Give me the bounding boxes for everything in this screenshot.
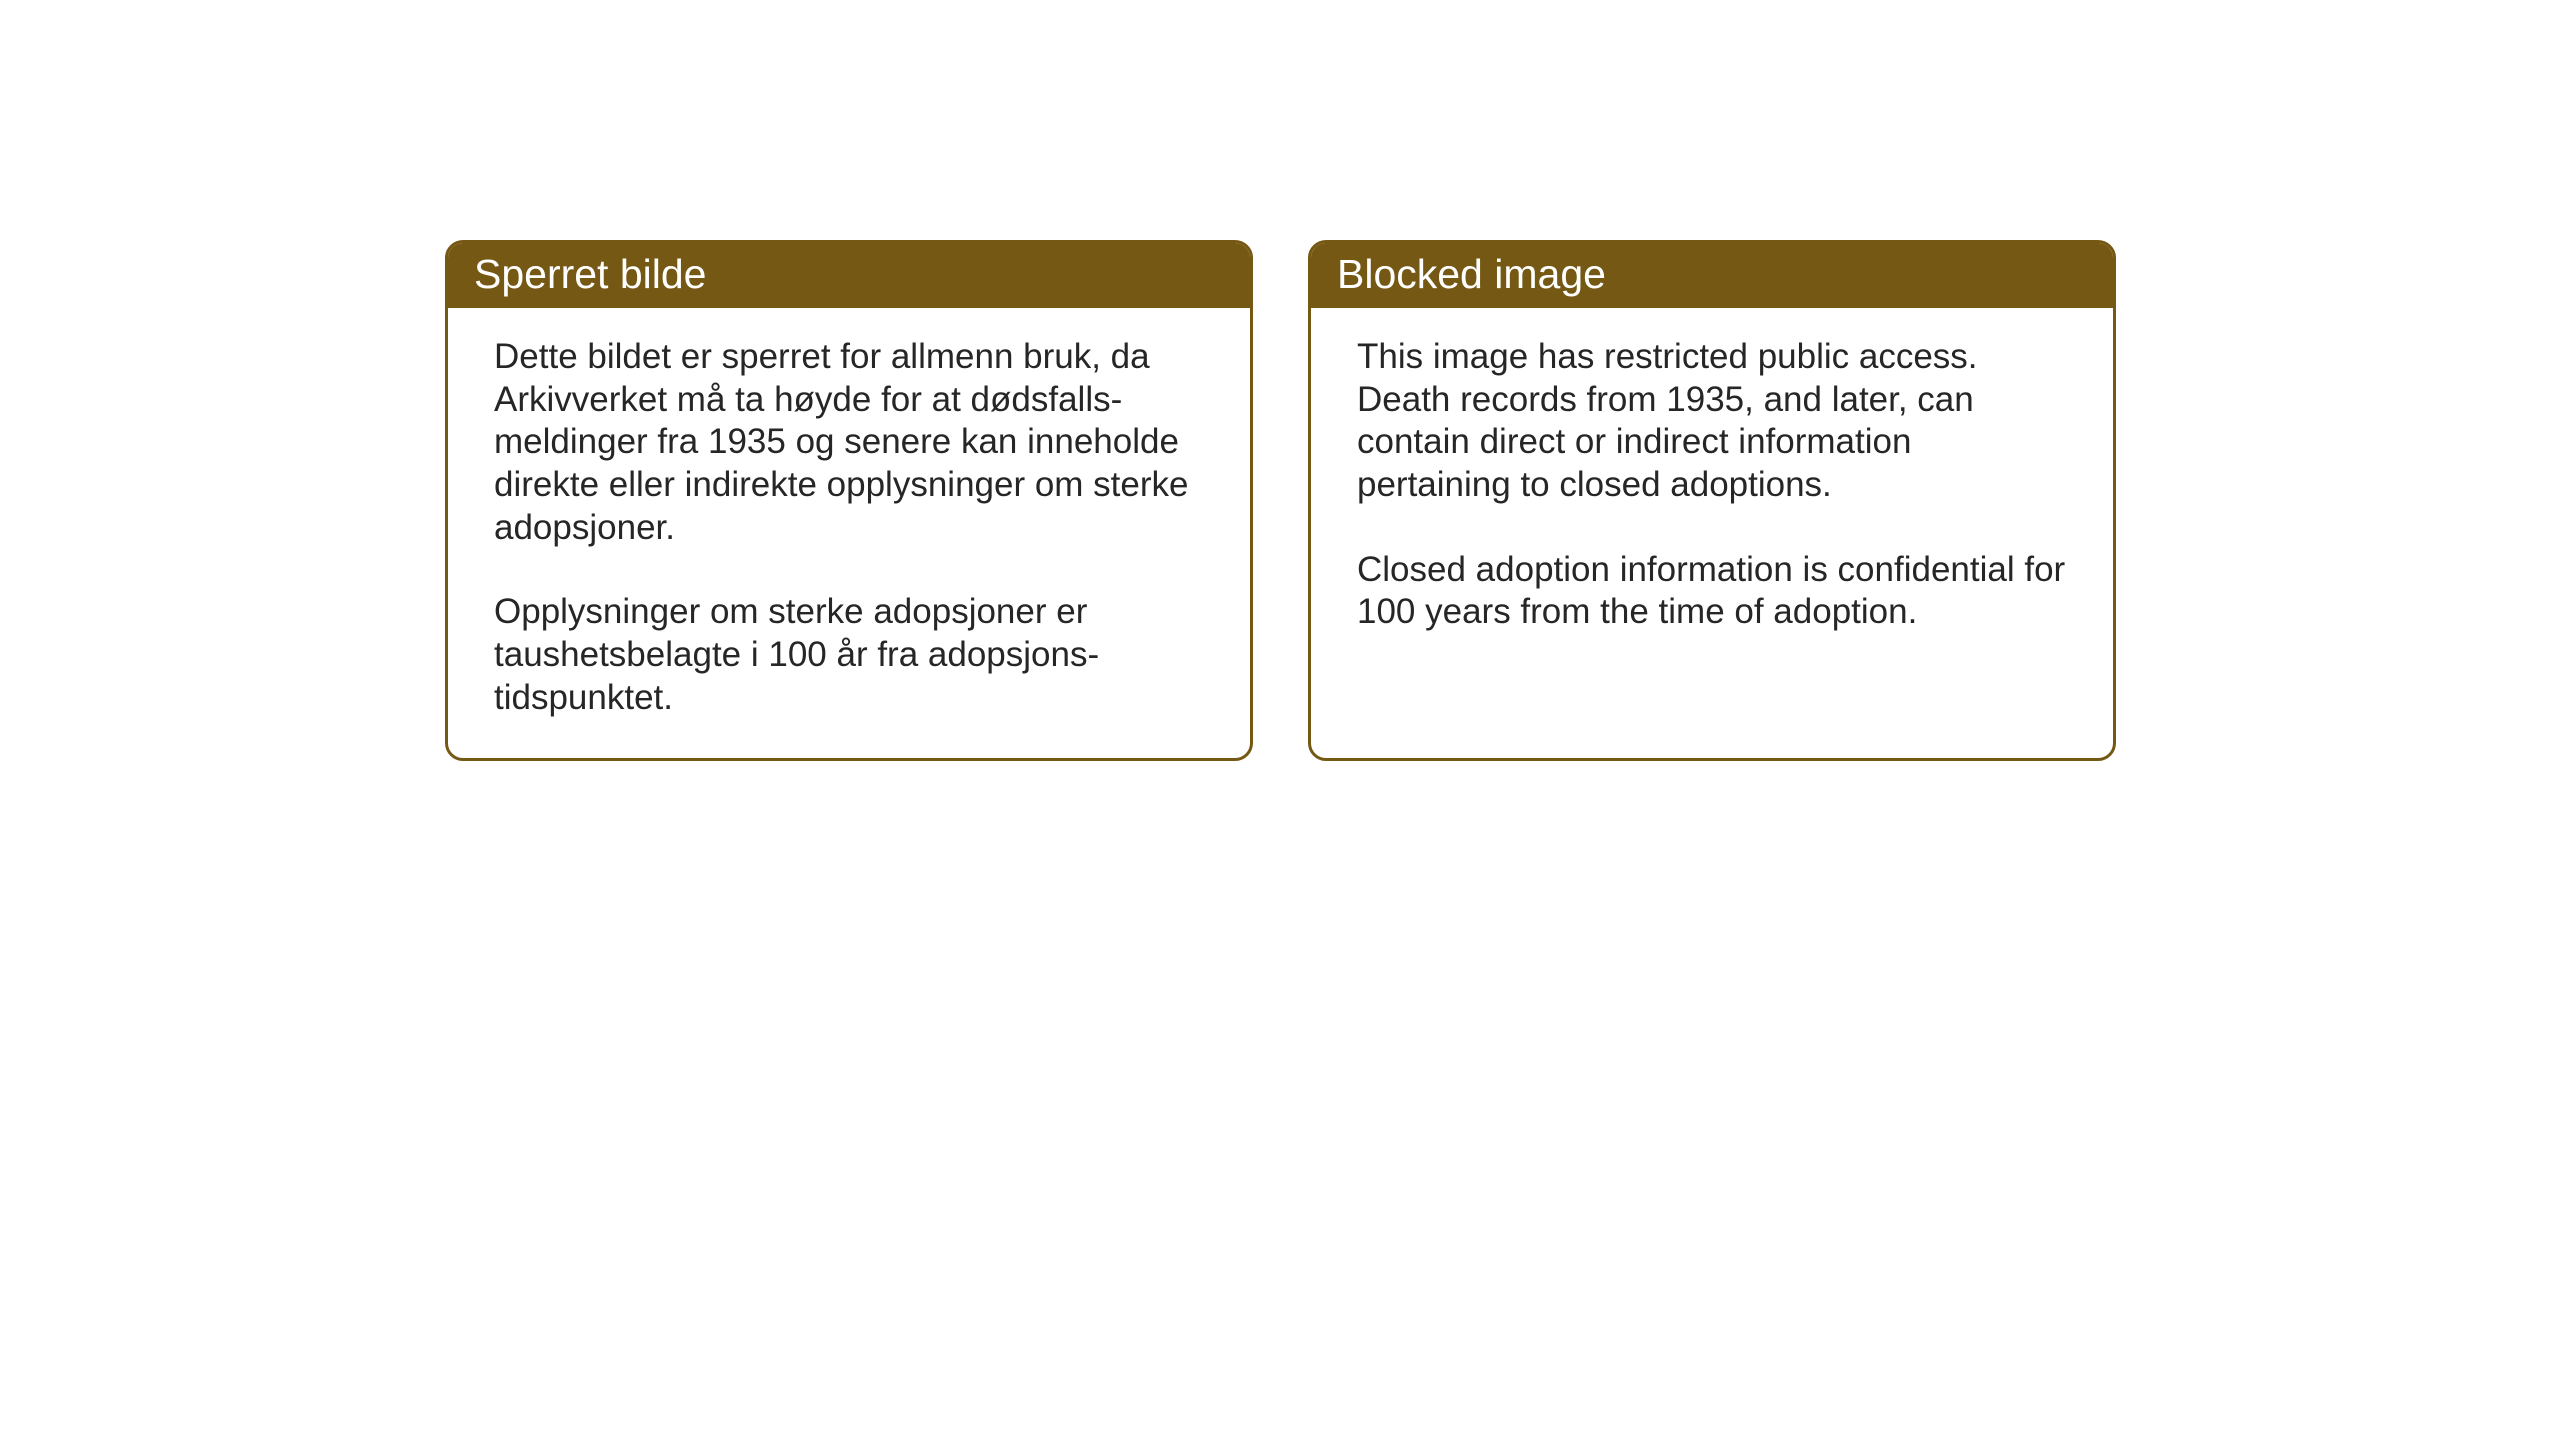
info-card-english: Blocked image This image has restricted … — [1308, 240, 2116, 761]
card-title: Sperret bilde — [474, 251, 706, 297]
card-paragraph-1: This image has restricted public access.… — [1357, 336, 2067, 507]
card-body-english: This image has restricted public access.… — [1311, 308, 2113, 714]
card-paragraph-2: Opplysninger om sterke adopsjoner er tau… — [494, 591, 1204, 719]
card-header-english: Blocked image — [1311, 243, 2113, 308]
card-paragraph-2: Closed adoption information is confident… — [1357, 549, 2067, 634]
card-header-norwegian: Sperret bilde — [448, 243, 1250, 308]
info-card-norwegian: Sperret bilde Dette bildet er sperret fo… — [445, 240, 1253, 761]
info-cards-container: Sperret bilde Dette bildet er sperret fo… — [445, 240, 2116, 761]
card-paragraph-1: Dette bildet er sperret for allmenn bruk… — [494, 336, 1204, 549]
card-body-norwegian: Dette bildet er sperret for allmenn bruk… — [448, 308, 1250, 758]
card-title: Blocked image — [1337, 251, 1606, 297]
